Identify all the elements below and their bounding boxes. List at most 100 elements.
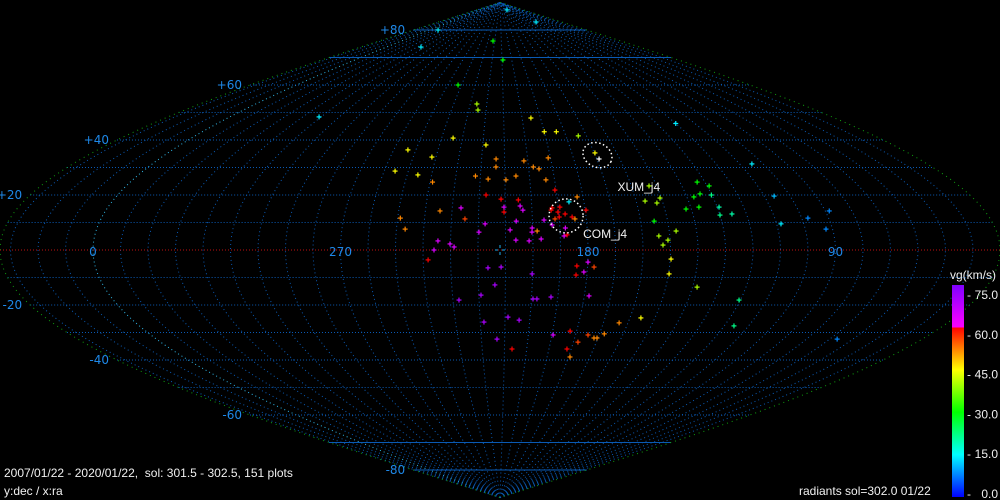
radiant-point xyxy=(520,207,526,213)
radiant-point xyxy=(455,82,461,88)
radiant-point xyxy=(573,272,579,278)
radiant-point xyxy=(562,225,568,231)
ra-tick-label: 90 xyxy=(828,245,843,259)
radiant-point xyxy=(534,296,540,302)
subtitle: 2007/01/22 - 2020/01/22, sol: 301.5 - 30… xyxy=(4,466,293,480)
radiant-point xyxy=(515,197,521,203)
radiant-point xyxy=(553,129,559,135)
ra-tick-label: 0 xyxy=(89,245,97,259)
radiant-point xyxy=(657,195,663,201)
radiant-point xyxy=(462,216,468,222)
radiant-point xyxy=(694,179,700,185)
radiant-point xyxy=(500,57,506,63)
meridian-line xyxy=(202,2,501,498)
radiant-point xyxy=(494,336,500,342)
radiant-point xyxy=(666,271,672,277)
radiant-point xyxy=(566,199,572,205)
radiant-point xyxy=(572,216,578,222)
radiant-point xyxy=(521,158,527,164)
radiant-point xyxy=(706,183,712,189)
radiant-point xyxy=(749,161,755,167)
colorbar-tick-label: 0.0 xyxy=(981,487,998,500)
radiant-point xyxy=(513,173,519,179)
colorbar-bar xyxy=(952,285,964,497)
radiant-point xyxy=(697,191,703,197)
radiant-point xyxy=(826,208,832,214)
radiant-point xyxy=(503,177,509,183)
radiant-point xyxy=(552,187,558,193)
colorbar-tick-label: 30.0 xyxy=(975,407,999,421)
radiant-point xyxy=(586,293,592,299)
radiant-point xyxy=(581,269,587,275)
shower-label: COM_j4 xyxy=(583,227,627,241)
dec-tick-label: +20 xyxy=(0,188,22,202)
radiant-point xyxy=(485,265,491,271)
radiant-point xyxy=(431,247,437,253)
colorbar-tick-label: 60.0 xyxy=(975,328,999,342)
shower-circle xyxy=(582,141,613,169)
radiant-point xyxy=(483,142,489,148)
radiant-point xyxy=(548,294,554,300)
radiant-point xyxy=(771,193,777,199)
radiant-point xyxy=(476,229,482,235)
radiant-point xyxy=(665,237,671,243)
colorbar-tick-label: 15.0 xyxy=(975,447,999,461)
radiant-point xyxy=(541,129,547,135)
colorbar-tick-label: 45.0 xyxy=(975,368,999,382)
meridian-line xyxy=(499,2,672,498)
radiant-point xyxy=(562,211,568,217)
meridian-line xyxy=(394,2,501,498)
radiant-point xyxy=(517,203,523,209)
radiant-point xyxy=(450,135,456,141)
radiant-point xyxy=(437,208,443,214)
radiant-point xyxy=(405,147,411,153)
dec-tick-label: -60 xyxy=(222,408,242,422)
radiant-point xyxy=(425,257,431,263)
meridian-line xyxy=(64,2,501,498)
shower-label: XUM_j4 xyxy=(617,180,660,194)
axis-labels: +80 +60 +40 +20 -20 -40 -60 -80 0 270 180 90 xyxy=(0,23,843,477)
radiant-point xyxy=(493,164,499,170)
radiant-point xyxy=(530,164,536,170)
showers: XUM_j4 COM_j4 xyxy=(548,141,660,241)
radiant-point xyxy=(482,221,488,227)
dec-tick-label: -40 xyxy=(89,353,109,367)
radiant-point xyxy=(736,297,742,303)
radiant-point xyxy=(397,215,403,221)
radiant-point xyxy=(654,200,660,206)
radiant-point xyxy=(509,346,515,352)
radiant-point xyxy=(805,215,811,221)
radiant-point xyxy=(549,222,555,228)
radiant-point xyxy=(533,19,539,25)
ra-tick-label: 180 xyxy=(577,245,600,259)
radiant-point xyxy=(585,259,591,265)
meridian-line xyxy=(499,2,809,498)
radiant-point xyxy=(696,204,702,210)
radiant-point xyxy=(550,332,556,338)
radiant-point xyxy=(435,238,441,244)
radiant-point xyxy=(616,320,622,326)
radiant-point xyxy=(638,315,644,321)
radiant-point xyxy=(418,44,424,50)
radiant-point xyxy=(392,168,398,174)
radiant-point xyxy=(583,207,589,213)
radiant-point xyxy=(694,284,700,290)
radiant-point xyxy=(526,238,532,244)
colorbar-title: vg(km/s) xyxy=(950,268,996,282)
radiant-point xyxy=(574,263,580,269)
radiant-point xyxy=(575,133,581,139)
radiant-point xyxy=(505,314,511,320)
radiant-point xyxy=(507,227,513,233)
meridian-line xyxy=(9,2,501,498)
shower-circle xyxy=(548,198,584,234)
radiant-point xyxy=(564,232,570,238)
meridian-line xyxy=(499,2,727,498)
apex-crosshair-icon xyxy=(495,245,505,255)
radiant-point xyxy=(516,317,522,323)
radiant-point xyxy=(778,221,784,227)
radiant-point xyxy=(543,177,549,183)
radiant-point xyxy=(585,332,591,338)
radiant-point xyxy=(668,256,674,262)
